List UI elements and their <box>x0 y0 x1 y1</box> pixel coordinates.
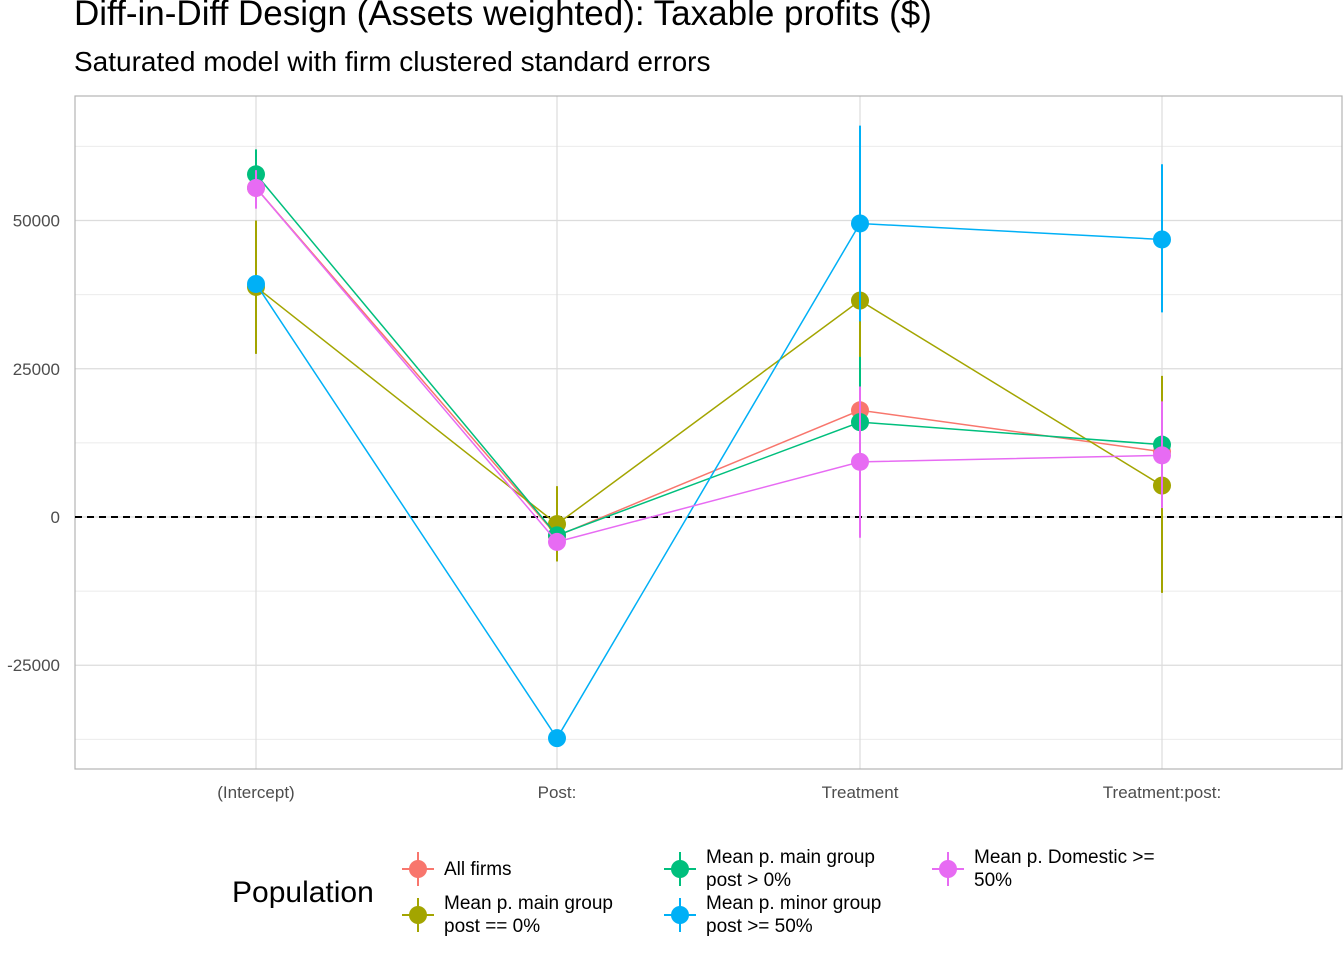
y-tick-label: 25000 <box>13 360 60 379</box>
series-line <box>255 286 1163 526</box>
y-tick-label: -25000 <box>7 656 60 675</box>
chart-subtitle: Saturated model with firm clustered stan… <box>74 46 711 77</box>
legend-key <box>402 852 434 886</box>
legend-title: Population <box>232 876 374 909</box>
x-tick-label: Treatment <box>822 783 899 802</box>
legend-label: Mean p. main group post == 0% <box>444 893 613 937</box>
x-tick-label: (Intercept) <box>217 783 294 802</box>
data-point <box>1153 446 1171 465</box>
series-line <box>255 187 1163 537</box>
data-point <box>548 729 566 748</box>
y-tick-label: 0 <box>51 508 60 527</box>
legend: Population All firms Mean p. main group p… <box>0 840 1344 950</box>
series-line <box>255 222 1163 740</box>
legend-label: Mean p. Domestic >= 50% <box>974 847 1155 891</box>
data-point <box>247 274 265 293</box>
legend-key-point <box>671 906 689 924</box>
legend-item: Mean p. minor group post >= 50% <box>662 893 881 937</box>
x-tick-label: Post: <box>538 783 577 802</box>
legend-key-point <box>671 860 689 878</box>
x-tick-label: Treatment:post: <box>1103 783 1221 802</box>
series-5 <box>247 170 1171 551</box>
series-line <box>255 173 1163 537</box>
data-point <box>851 452 869 471</box>
legend-key-point <box>409 860 427 878</box>
axes: -25000 0 25000 50000 (Intercept) Post: Treatme… <box>7 212 1221 802</box>
series-line <box>255 187 1163 543</box>
legend-key <box>402 898 434 932</box>
legend-item: Mean p. Domestic >= 50% <box>930 847 1155 891</box>
legend-item: Mean p. main group post == 0% <box>400 893 613 937</box>
legend-label: Mean p. minor group post >= 50% <box>706 893 882 937</box>
chart-title: Diff-in-Diff Design (Assets weighted): T… <box>74 0 932 33</box>
y-tick-label: 50000 <box>13 212 60 231</box>
legend-label: All firms <box>444 858 512 880</box>
legend-item: Mean p. main group post > 0% <box>662 847 875 891</box>
series-3 <box>247 149 1171 545</box>
data-point <box>851 214 869 233</box>
panel-border <box>74 95 1343 770</box>
legend-key <box>932 852 964 886</box>
data-point <box>1153 230 1171 249</box>
legend-key <box>664 852 696 886</box>
legend-label: Mean p. main group post > 0% <box>706 847 875 891</box>
series-1 <box>247 178 1171 545</box>
series-2 <box>247 220 1171 593</box>
data-point <box>247 178 265 197</box>
grid <box>74 95 1343 770</box>
data-point <box>548 532 566 551</box>
series-layer <box>247 125 1171 748</box>
legend-key <box>664 898 696 932</box>
legend-key-point <box>939 860 957 878</box>
series-4 <box>247 125 1171 748</box>
plot-area: -25000 0 25000 50000 (Intercept) Post: Treatme… <box>7 95 1343 802</box>
legend-key-point <box>409 906 427 924</box>
legend-item: All firms <box>400 847 512 891</box>
